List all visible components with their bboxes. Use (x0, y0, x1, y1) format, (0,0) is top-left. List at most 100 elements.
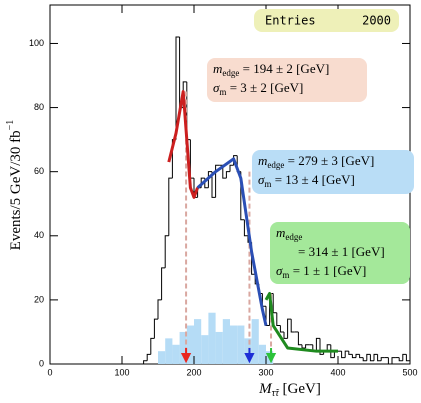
annotation-text: σm = 13 ± 4 [GeV] (258, 172, 355, 189)
background-bar (258, 344, 266, 364)
annotation-text: σm = 1 ± 1 [GeV] (276, 263, 366, 280)
histogram-bin (189, 139, 194, 179)
histogram-bin (366, 353, 371, 361)
histogram-bin (377, 354, 382, 362)
histogram-bin (290, 319, 295, 333)
annotation-text: σm = 3 ± 2 [GeV] (213, 80, 303, 97)
x-axis-subscript: τ̃τ (272, 388, 280, 399)
x-tick-label: 500 (402, 367, 417, 377)
histogram-bin (150, 337, 155, 355)
fit-line (167, 90, 200, 199)
background-bar (244, 338, 252, 364)
histogram-bin (168, 177, 173, 236)
y-tick-label: 40 (34, 230, 44, 240)
annotation-subscript: edge (267, 160, 284, 170)
annotation-symbol: σ (258, 172, 265, 187)
histogram-bin (276, 312, 281, 327)
background-bar (186, 325, 194, 364)
annotation-subscript: m (264, 179, 271, 189)
x-axis-unit: [GeV] (279, 381, 321, 397)
annotation-symbol: σ (276, 263, 283, 278)
y-tick-label: 0 (39, 358, 44, 368)
annotation-subscript: m (219, 87, 226, 97)
annotation-box (252, 150, 414, 194)
annotation-symbol: m (276, 225, 285, 240)
y-axis-label: Events/5 GeV/30 fb−1 (5, 120, 24, 251)
edge-arrow (244, 348, 255, 364)
annotation-text: = 314 ± 1 [GeV] (298, 244, 385, 259)
histogram-bin (341, 351, 346, 359)
x-tick-label: 0 (47, 367, 52, 377)
histogram-bin (279, 325, 284, 333)
annotation-value: = 314 ± 1 [GeV] (298, 244, 385, 259)
background-bar (172, 344, 180, 364)
background-bar (194, 319, 202, 364)
background-bar (179, 331, 187, 364)
histogram-bin (380, 357, 385, 361)
histogram-bin (143, 360, 148, 364)
background-bar (201, 335, 209, 364)
histogram-bin (362, 357, 367, 362)
histogram-bin (297, 331, 302, 346)
annotation-text: medge = 279 ± 3 [GeV] (258, 153, 374, 170)
y-axis-main: Events/5 GeV/30 fb (8, 130, 24, 250)
histogram-bin (243, 219, 248, 237)
histogram-bin (369, 354, 374, 362)
histogram-bin (207, 171, 212, 188)
histogram-bin (283, 331, 288, 339)
histogram-bin (153, 318, 158, 339)
histogram-bin (146, 353, 151, 361)
histogram-bin (157, 299, 162, 320)
annotation-subscript: m (282, 270, 289, 280)
annotation-symbol: m (213, 61, 222, 76)
fit-line (264, 291, 338, 353)
annotation-subscript: edge (222, 68, 239, 78)
histogram-bin (373, 353, 378, 361)
edge-arrow (180, 348, 192, 364)
entries-label: Entries (265, 14, 316, 28)
annotation-value: = 13 ± 4 [GeV] (271, 172, 354, 187)
histogram-bin (175, 36, 180, 140)
x-tick-label: 300 (258, 367, 273, 377)
histogram-bin (315, 337, 320, 352)
histogram-bin (405, 354, 411, 364)
histogram-bin (330, 344, 335, 359)
histogram-bin (164, 235, 169, 268)
x-tick-label: 400 (330, 367, 345, 377)
annotation-symbol: σ (213, 80, 220, 95)
background-bar (158, 351, 166, 364)
fit-line (196, 157, 268, 326)
x-tick-label: 200 (186, 367, 201, 377)
histogram-bin (402, 353, 407, 361)
x-axis-label: Mτ̃τ [GeV] (258, 381, 321, 399)
histogram-bin (355, 353, 360, 358)
histogram-bin (344, 350, 349, 358)
annotation-symbol: m (258, 153, 267, 168)
histogram-bin (222, 165, 227, 179)
background-bar (208, 312, 216, 364)
annotation-text: medge (276, 225, 302, 242)
histogram-bin (359, 354, 364, 359)
histogram-bin (398, 357, 403, 362)
y-tick-label: 60 (34, 166, 44, 176)
annotation-value: = 1 ± 1 [GeV] (289, 263, 366, 278)
background-bar (230, 325, 238, 364)
histogram-bin (301, 344, 306, 349)
annotation-box (207, 58, 367, 102)
histogram-bin (348, 351, 353, 355)
histogram-bin (387, 357, 392, 365)
histogram-bin (225, 171, 230, 179)
annotation-value: = 3 ± 2 [GeV] (226, 80, 303, 95)
annotation-subscript: edge (285, 232, 302, 242)
y-tick-label: 20 (34, 294, 44, 304)
background-bar (165, 338, 173, 364)
annotation-text: medge = 194 ± 2 [GeV] (213, 61, 329, 78)
y-tick-label: 100 (29, 38, 44, 48)
histogram-bin (351, 354, 356, 359)
entries-box (254, 9, 399, 32)
entries-value: 2000 (362, 14, 391, 28)
annotation-box (270, 222, 410, 284)
histogram-bin (211, 171, 216, 198)
x-tick-label: 100 (114, 367, 129, 377)
